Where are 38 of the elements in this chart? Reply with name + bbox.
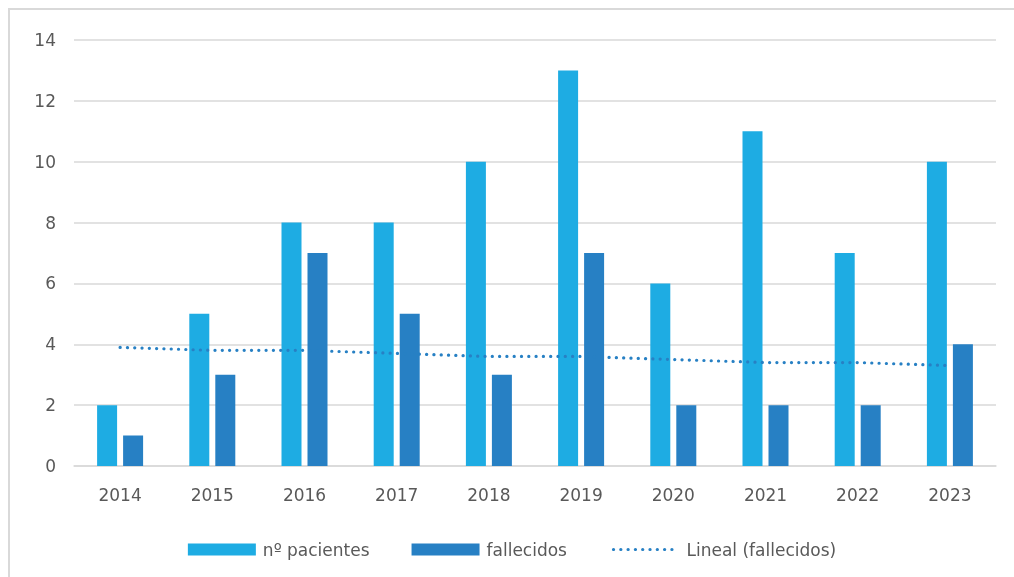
y-tick-label: 6 [45, 273, 56, 294]
bar [768, 405, 789, 466]
y-tick-label: 2 [45, 395, 56, 416]
bar [465, 161, 486, 466]
bar [189, 313, 210, 466]
bar [97, 405, 118, 466]
y-tick-label: 8 [45, 212, 56, 233]
bar [215, 374, 236, 466]
x-tick-label: 2019 [559, 484, 603, 505]
x-tick-label: 2020 [651, 484, 695, 505]
y-tick-label: 4 [45, 334, 56, 355]
bar [926, 161, 947, 466]
legend-label: fallecidos [486, 539, 568, 560]
bar [650, 283, 671, 466]
x-tick-label: 2016 [282, 484, 327, 505]
y-tick-label: 10 [34, 151, 56, 172]
y-tick-label: 0 [45, 456, 56, 476]
x-tick-label: 2015 [190, 484, 234, 505]
x-tick-label: 2022 [836, 484, 880, 505]
x-tick-label: 2021 [743, 484, 788, 505]
y-tick-label: 12 [34, 90, 56, 111]
bar [558, 70, 579, 466]
bar [123, 435, 144, 466]
bar [860, 405, 881, 466]
bar [834, 253, 855, 466]
bar [281, 222, 302, 466]
bar [742, 131, 763, 466]
y-tick-label: 14 [34, 30, 56, 50]
bar [952, 344, 973, 466]
legend-label: nº pacientes [262, 539, 370, 560]
x-tick-label: 2017 [375, 484, 419, 505]
bar [676, 405, 697, 466]
bar [373, 222, 394, 466]
x-tick-label: 2014 [98, 484, 142, 505]
legend-label: Lineal (fallecidos) [686, 539, 837, 560]
x-tick-label: 2018 [467, 484, 511, 505]
bar [491, 374, 512, 466]
x-tick-label: 2023 [928, 484, 972, 505]
